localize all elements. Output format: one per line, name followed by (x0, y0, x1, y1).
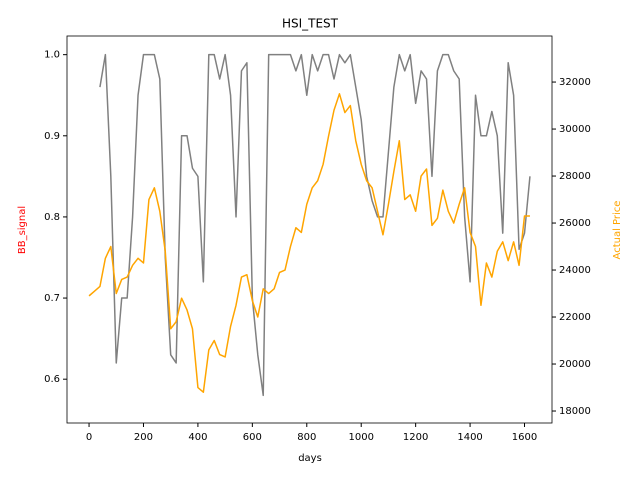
x-tick-label: 600 (243, 432, 262, 443)
x-tick-label: 0 (86, 432, 92, 443)
y2-tick-label: 18000 (559, 406, 591, 417)
x-tick-label: 1000 (348, 432, 373, 443)
y-tick-label: 0.6 (44, 374, 60, 385)
y-axis-label: BB_signal (17, 206, 28, 254)
y2-tick-label: 24000 (559, 265, 591, 276)
data-line (88, 93, 530, 393)
chart-title: HSI_TEST (282, 17, 339, 31)
y-tick-label: 0.7 (44, 293, 60, 304)
y2-tick-label: 22000 (559, 312, 591, 323)
y2-tick-label: 32000 (559, 77, 591, 88)
y2-tick-label: 20000 (559, 359, 591, 370)
x-tick-label: 1600 (512, 432, 537, 443)
y-tick-label: 0.8 (44, 212, 60, 223)
x-tick-label: 1400 (457, 432, 482, 443)
x-axis-label: days (298, 453, 322, 464)
x-tick-label: 200 (134, 432, 153, 443)
y2-tick-label: 28000 (559, 171, 591, 182)
y2-axis-label: Actual Price (612, 201, 623, 260)
x-tick-label: 1200 (403, 432, 428, 443)
y-tick-label: 0.9 (44, 131, 60, 142)
y2-tick-label: 30000 (559, 124, 591, 135)
plot-frame (66, 35, 553, 424)
data-line (99, 53, 531, 397)
x-tick-label: 400 (188, 432, 207, 443)
x-tick-label: 800 (297, 432, 316, 443)
y2-tick-label: 26000 (559, 218, 591, 229)
y-tick-label: 1.0 (44, 50, 60, 61)
